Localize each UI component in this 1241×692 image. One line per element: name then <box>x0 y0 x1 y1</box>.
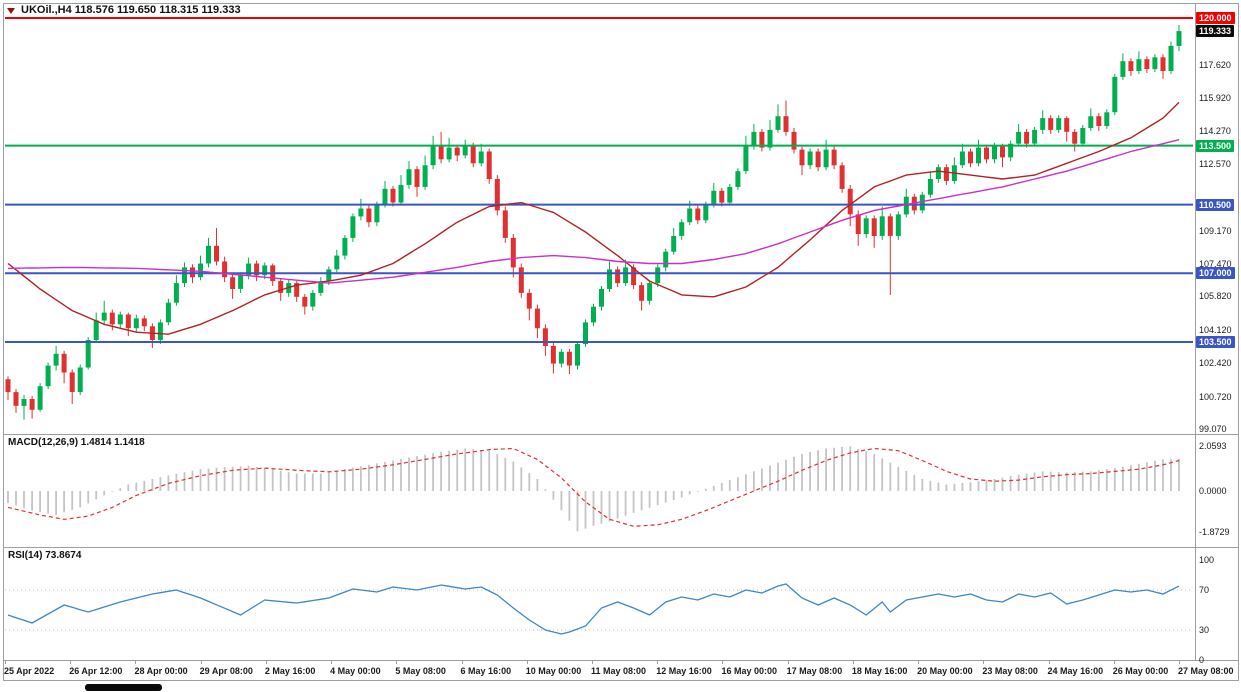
triangle-down-icon[interactable] <box>7 8 15 14</box>
date-tick-label: 18 May 16:00 <box>851 666 908 676</box>
date-tick-mark <box>852 661 854 664</box>
chart-scrollbar-thumb[interactable] <box>85 684 162 691</box>
macd-signal-line[interactable] <box>7 447 1180 527</box>
candlesticks[interactable] <box>5 24 1182 420</box>
date-tick-label: 11 May 08:00 <box>591 666 647 676</box>
date-tick-label: 27 May 08:00 <box>1178 666 1234 676</box>
date-tick-label: 17 May 08:00 <box>786 666 843 676</box>
date-tick-mark <box>1048 661 1050 664</box>
date-tick-mark <box>135 661 137 664</box>
date-tick-label: 10 May 00:00 <box>525 666 582 676</box>
separator-rsi-dates <box>3 660 1239 661</box>
ma-red-line[interactable] <box>7 101 1180 335</box>
date-tick-mark <box>5 661 6 664</box>
date-tick-label: 2 May 16:00 <box>264 666 316 676</box>
price-level-lines[interactable] <box>5 17 1193 343</box>
date-tick-label: 28 Apr 00:00 <box>134 666 188 676</box>
ma-magenta-line[interactable] <box>7 139 1180 284</box>
date-tick-mark <box>1179 661 1180 664</box>
date-tick-mark <box>396 661 398 664</box>
date-tick-label: 25 Apr 2022 <box>4 666 55 676</box>
date-tick-mark <box>918 661 920 664</box>
date-tick-mark <box>1113 661 1115 664</box>
date-tick-mark <box>722 661 724 664</box>
rsi-line[interactable] <box>7 583 1180 635</box>
date-tick-mark <box>70 661 72 664</box>
separator-macd-rsi <box>3 547 1239 548</box>
date-tick-label: 20 May 00:00 <box>917 666 973 676</box>
chart-header: UKOil.,H4 118.576 119.650 118.315 119.33… <box>7 4 241 16</box>
date-tick-label: 16 May 00:00 <box>721 666 777 676</box>
date-tick-mark <box>592 661 593 664</box>
date-tick-mark <box>526 661 528 664</box>
date-tick-mark <box>461 661 463 664</box>
date-tick-label: 26 May 00:00 <box>1112 666 1169 676</box>
date-tick-label: 5 May 08:00 <box>395 666 446 676</box>
separator-main-macd <box>3 434 1239 435</box>
date-tick-mark <box>983 661 985 664</box>
date-tick-label: 12 May 16:00 <box>656 666 712 676</box>
date-tick-label: 6 May 16:00 <box>460 666 512 676</box>
macd-label: MACD(12,26,9) 1.4814 1.1418 <box>8 437 145 448</box>
date-tick-label: 26 Apr 12:00 <box>69 666 123 676</box>
date-tick-mark <box>331 661 333 664</box>
price-axis-separator <box>1195 3 1196 661</box>
date-axis[interactable]: 25 Apr 2022 26 Apr 12:00 28 Apr 00:00 29 Ap… <box>0 661 1241 683</box>
chart-title: UKOil.,H4 118.576 119.650 118.315 119.33… <box>21 4 241 16</box>
date-tick-mark <box>265 661 267 664</box>
date-tick-mark <box>200 661 202 664</box>
macd-histogram <box>7 446 1180 532</box>
date-tick-mark <box>657 661 659 664</box>
date-tick-label: 4 May 00:00 <box>330 666 381 676</box>
date-tick-label: 29 Apr 08:00 <box>199 666 253 676</box>
rsi-label: RSI(14) 73.8674 <box>8 550 82 561</box>
date-tick-label: 23 May 08:00 <box>982 666 1038 676</box>
date-tick-label: 24 May 16:00 <box>1047 666 1104 676</box>
date-tick-mark <box>787 661 789 664</box>
